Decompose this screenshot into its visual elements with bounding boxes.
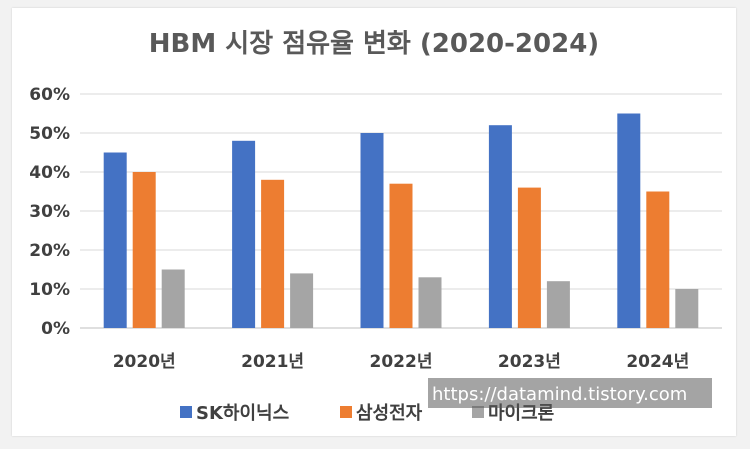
bar — [675, 289, 699, 328]
x-tick-label: 2023년 — [498, 352, 561, 372]
bar — [161, 269, 185, 328]
bar — [617, 113, 641, 328]
x-axis-ticks: 2020년 2021년 2022년 2023년 2024년 — [113, 352, 690, 372]
bar — [232, 140, 256, 328]
legend-swatch — [472, 406, 484, 418]
x-tick-label: 2022년 — [370, 352, 433, 372]
bar — [488, 125, 512, 328]
y-axis-ticks: 0% 10% 20% 30% 40% 50% 60% — [29, 85, 70, 339]
y-tick-label: 20% — [29, 241, 70, 261]
legend-swatch — [180, 406, 192, 418]
x-tick-label: 2024년 — [626, 352, 689, 372]
y-tick-label: 60% — [29, 85, 70, 105]
bar — [290, 273, 314, 328]
y-tick-label: 10% — [29, 280, 70, 300]
bar — [517, 187, 541, 328]
bar — [360, 133, 384, 328]
bars — [103, 113, 699, 328]
bar — [546, 281, 570, 328]
bar-chart: HBM 시장 점유율 변화 (2020-2024) 0% 10% 20% 30% 40%… — [29, 29, 722, 424]
legend-label: 마이크론 — [488, 403, 554, 424]
chart-frame: HBM 시장 점유율 변화 (2020-2024) 0% 10% 20% 30% 40%… — [12, 8, 736, 436]
y-tick-label: 40% — [29, 163, 70, 183]
watermark: https://datamind.tistory.com — [428, 378, 712, 408]
bar — [646, 191, 670, 328]
legend-swatch — [340, 406, 352, 418]
x-tick-label: 2021년 — [241, 352, 304, 372]
legend-label: 삼성전자 — [356, 403, 423, 424]
chart-title: HBM 시장 점유율 변화 (2020-2024) — [149, 29, 599, 59]
bar — [132, 172, 156, 328]
legend: SK하이닉스 삼성전자 마이크론 — [180, 403, 554, 424]
x-tick-label: 2020년 — [113, 352, 176, 372]
y-tick-label: 0% — [41, 319, 70, 339]
legend-label: SK하이닉스 — [196, 403, 289, 424]
y-tick-label: 50% — [29, 124, 70, 144]
bar — [389, 183, 413, 328]
bar — [261, 179, 285, 328]
y-tick-label: 30% — [29, 202, 70, 222]
bar — [418, 277, 442, 328]
bar — [103, 152, 127, 328]
watermark-text: https://datamind.tistory.com — [432, 384, 687, 405]
